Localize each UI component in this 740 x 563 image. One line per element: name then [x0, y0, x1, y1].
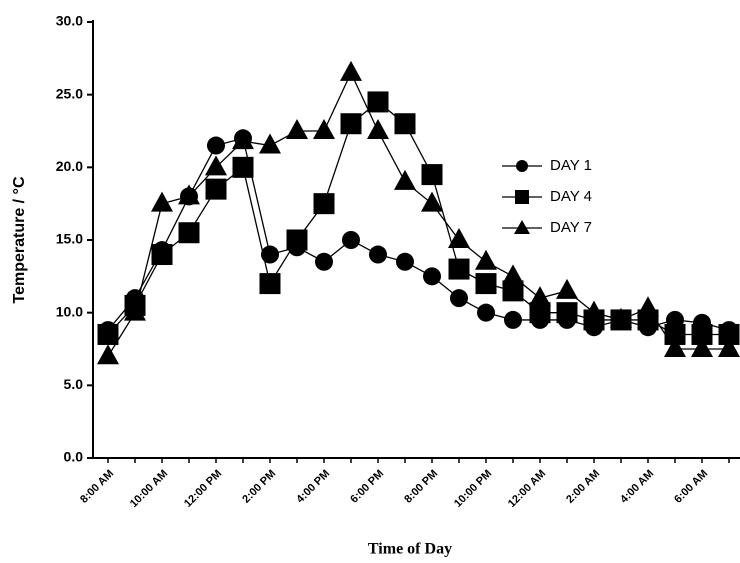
point — [664, 337, 686, 357]
legend-label: DAY 4 — [550, 188, 592, 205]
point — [529, 302, 551, 324]
legend-label: DAY 7 — [550, 219, 592, 236]
point — [340, 60, 362, 81]
y-tick-label: 5.0 — [64, 376, 84, 392]
point — [477, 303, 495, 322]
point — [342, 231, 360, 249]
point — [367, 91, 389, 113]
x-tick-label: 2:00 AM — [564, 468, 602, 506]
point — [340, 113, 362, 135]
point — [232, 156, 254, 178]
point — [151, 244, 173, 266]
point — [394, 169, 416, 190]
point — [583, 300, 605, 321]
legend-marker — [515, 190, 529, 204]
point — [556, 302, 578, 324]
point — [205, 155, 227, 176]
point — [664, 323, 686, 345]
point — [286, 229, 308, 251]
y-tick-label: 15.0 — [56, 231, 83, 247]
point — [151, 191, 173, 212]
series-line — [107, 101, 729, 336]
point — [423, 267, 441, 286]
point — [124, 300, 146, 321]
point — [718, 337, 740, 357]
x-tick-label: 4:00 PM — [294, 468, 332, 506]
x-tick-label: 4:00 AM — [618, 468, 656, 506]
point — [205, 178, 227, 200]
point — [313, 193, 335, 215]
point — [691, 323, 713, 345]
point — [178, 184, 200, 205]
x-tick-label: 10:00 AM — [128, 468, 170, 510]
point — [315, 252, 333, 271]
point — [207, 136, 225, 155]
point — [448, 258, 470, 280]
point — [369, 245, 387, 264]
y-tick-label: 20.0 — [56, 158, 83, 174]
point — [504, 310, 522, 329]
point — [97, 323, 119, 345]
point — [178, 222, 200, 244]
x-tick-label: 10:00 PM — [452, 468, 494, 510]
x-tick-label: 12:00 PM — [182, 468, 224, 510]
point — [475, 249, 497, 270]
point — [259, 273, 281, 295]
point — [313, 119, 335, 139]
point — [286, 119, 308, 139]
point — [367, 119, 389, 139]
x-tick-label: 12:00 AM — [506, 468, 548, 510]
y-axis-label: Temperature / °C — [11, 176, 28, 303]
legend-marker — [516, 160, 528, 172]
point — [97, 344, 119, 365]
point — [232, 129, 254, 150]
point — [556, 278, 578, 299]
x-axis-label: Time of Day — [368, 541, 452, 558]
point — [475, 273, 497, 295]
y-tick-label: 10.0 — [56, 303, 83, 319]
point — [394, 113, 416, 135]
y-tick-label: 30.0 — [56, 13, 83, 29]
point — [259, 133, 281, 154]
x-tick-label: 6:00 PM — [348, 468, 386, 506]
point — [421, 164, 443, 186]
point — [637, 296, 659, 317]
y-tick-label: 0.0 — [64, 449, 84, 465]
point — [261, 245, 279, 264]
x-tick-label: 2:00 PM — [240, 468, 278, 506]
point — [421, 191, 443, 212]
point — [610, 307, 632, 328]
point — [448, 228, 470, 248]
point — [502, 280, 524, 302]
point — [718, 323, 740, 345]
x-tick-label: 8:00 PM — [402, 468, 440, 506]
point — [502, 264, 524, 285]
x-tick-label: 8:00 AM — [78, 468, 116, 506]
legend-label: DAY 1 — [550, 157, 592, 174]
legend-marker — [514, 220, 530, 234]
series-line — [107, 71, 729, 357]
series-line — [107, 137, 730, 331]
point — [691, 337, 713, 357]
point — [396, 252, 414, 271]
point — [529, 286, 551, 307]
y-tick-label: 25.0 — [56, 85, 83, 101]
point — [450, 289, 468, 308]
x-tick-label: 6:00 AM — [672, 468, 710, 506]
